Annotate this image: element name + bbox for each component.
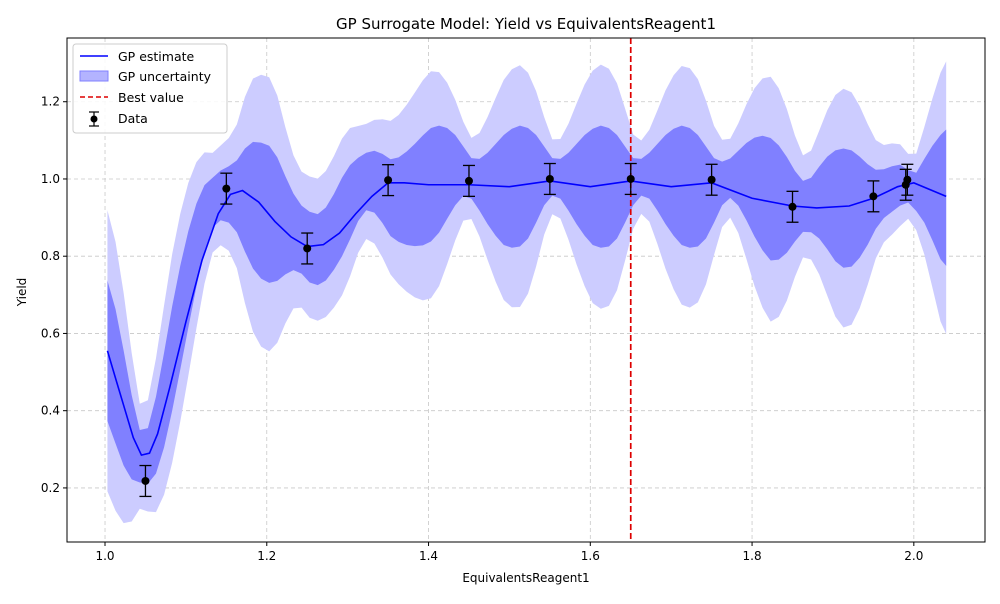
x-tick-label: 1.2 [257,549,276,563]
x-tick-label: 2.0 [904,549,923,563]
chart-title: GP Surrogate Model: Yield vs Equivalents… [336,15,716,33]
data-point [707,175,716,184]
data-point [384,176,393,185]
legend: GP estimate GP uncertainty Best value Da… [72,43,228,134]
gp-uncertainty-inner-band [107,125,947,484]
y-tick-label: 0.6 [41,326,60,340]
y-tick-label: 0.2 [41,481,60,495]
plot-frame [66,37,986,543]
y-tick-label: 1.0 [41,172,60,186]
legend-frame [72,43,228,134]
y-tick-label: 0.4 [41,404,60,418]
legend-data-swatch [89,111,99,127]
data-point [303,244,312,253]
y-axis-label: Yield [15,278,29,308]
legend-data-label: Data [118,111,148,126]
y-tick-label: 1.2 [41,95,60,109]
y-tick-label: 0.8 [41,249,60,263]
x-tick-label: 1.4 [419,549,438,563]
data-point [903,175,912,184]
legend-gp-uncertainty-swatch [79,70,109,82]
data-point [626,174,635,183]
x-tick-label: 1.6 [581,549,600,563]
legend-gp-uncertainty-label: GP uncertainty [118,69,212,84]
legend-best-value-label: Best value [118,90,184,105]
x-tick-label: 1.8 [743,549,762,563]
x-axis-label: EquivalentsReagent1 [462,571,589,585]
gp-estimate-line [106,180,947,457]
data-point [545,174,554,183]
data-point [222,184,231,193]
data-point [788,202,797,211]
x-tick-label: 1.0 [95,549,114,563]
data-point [464,176,473,185]
legend-gp-estimate-label: GP estimate [118,49,195,64]
data-point [141,476,150,485]
data-point [869,192,878,201]
